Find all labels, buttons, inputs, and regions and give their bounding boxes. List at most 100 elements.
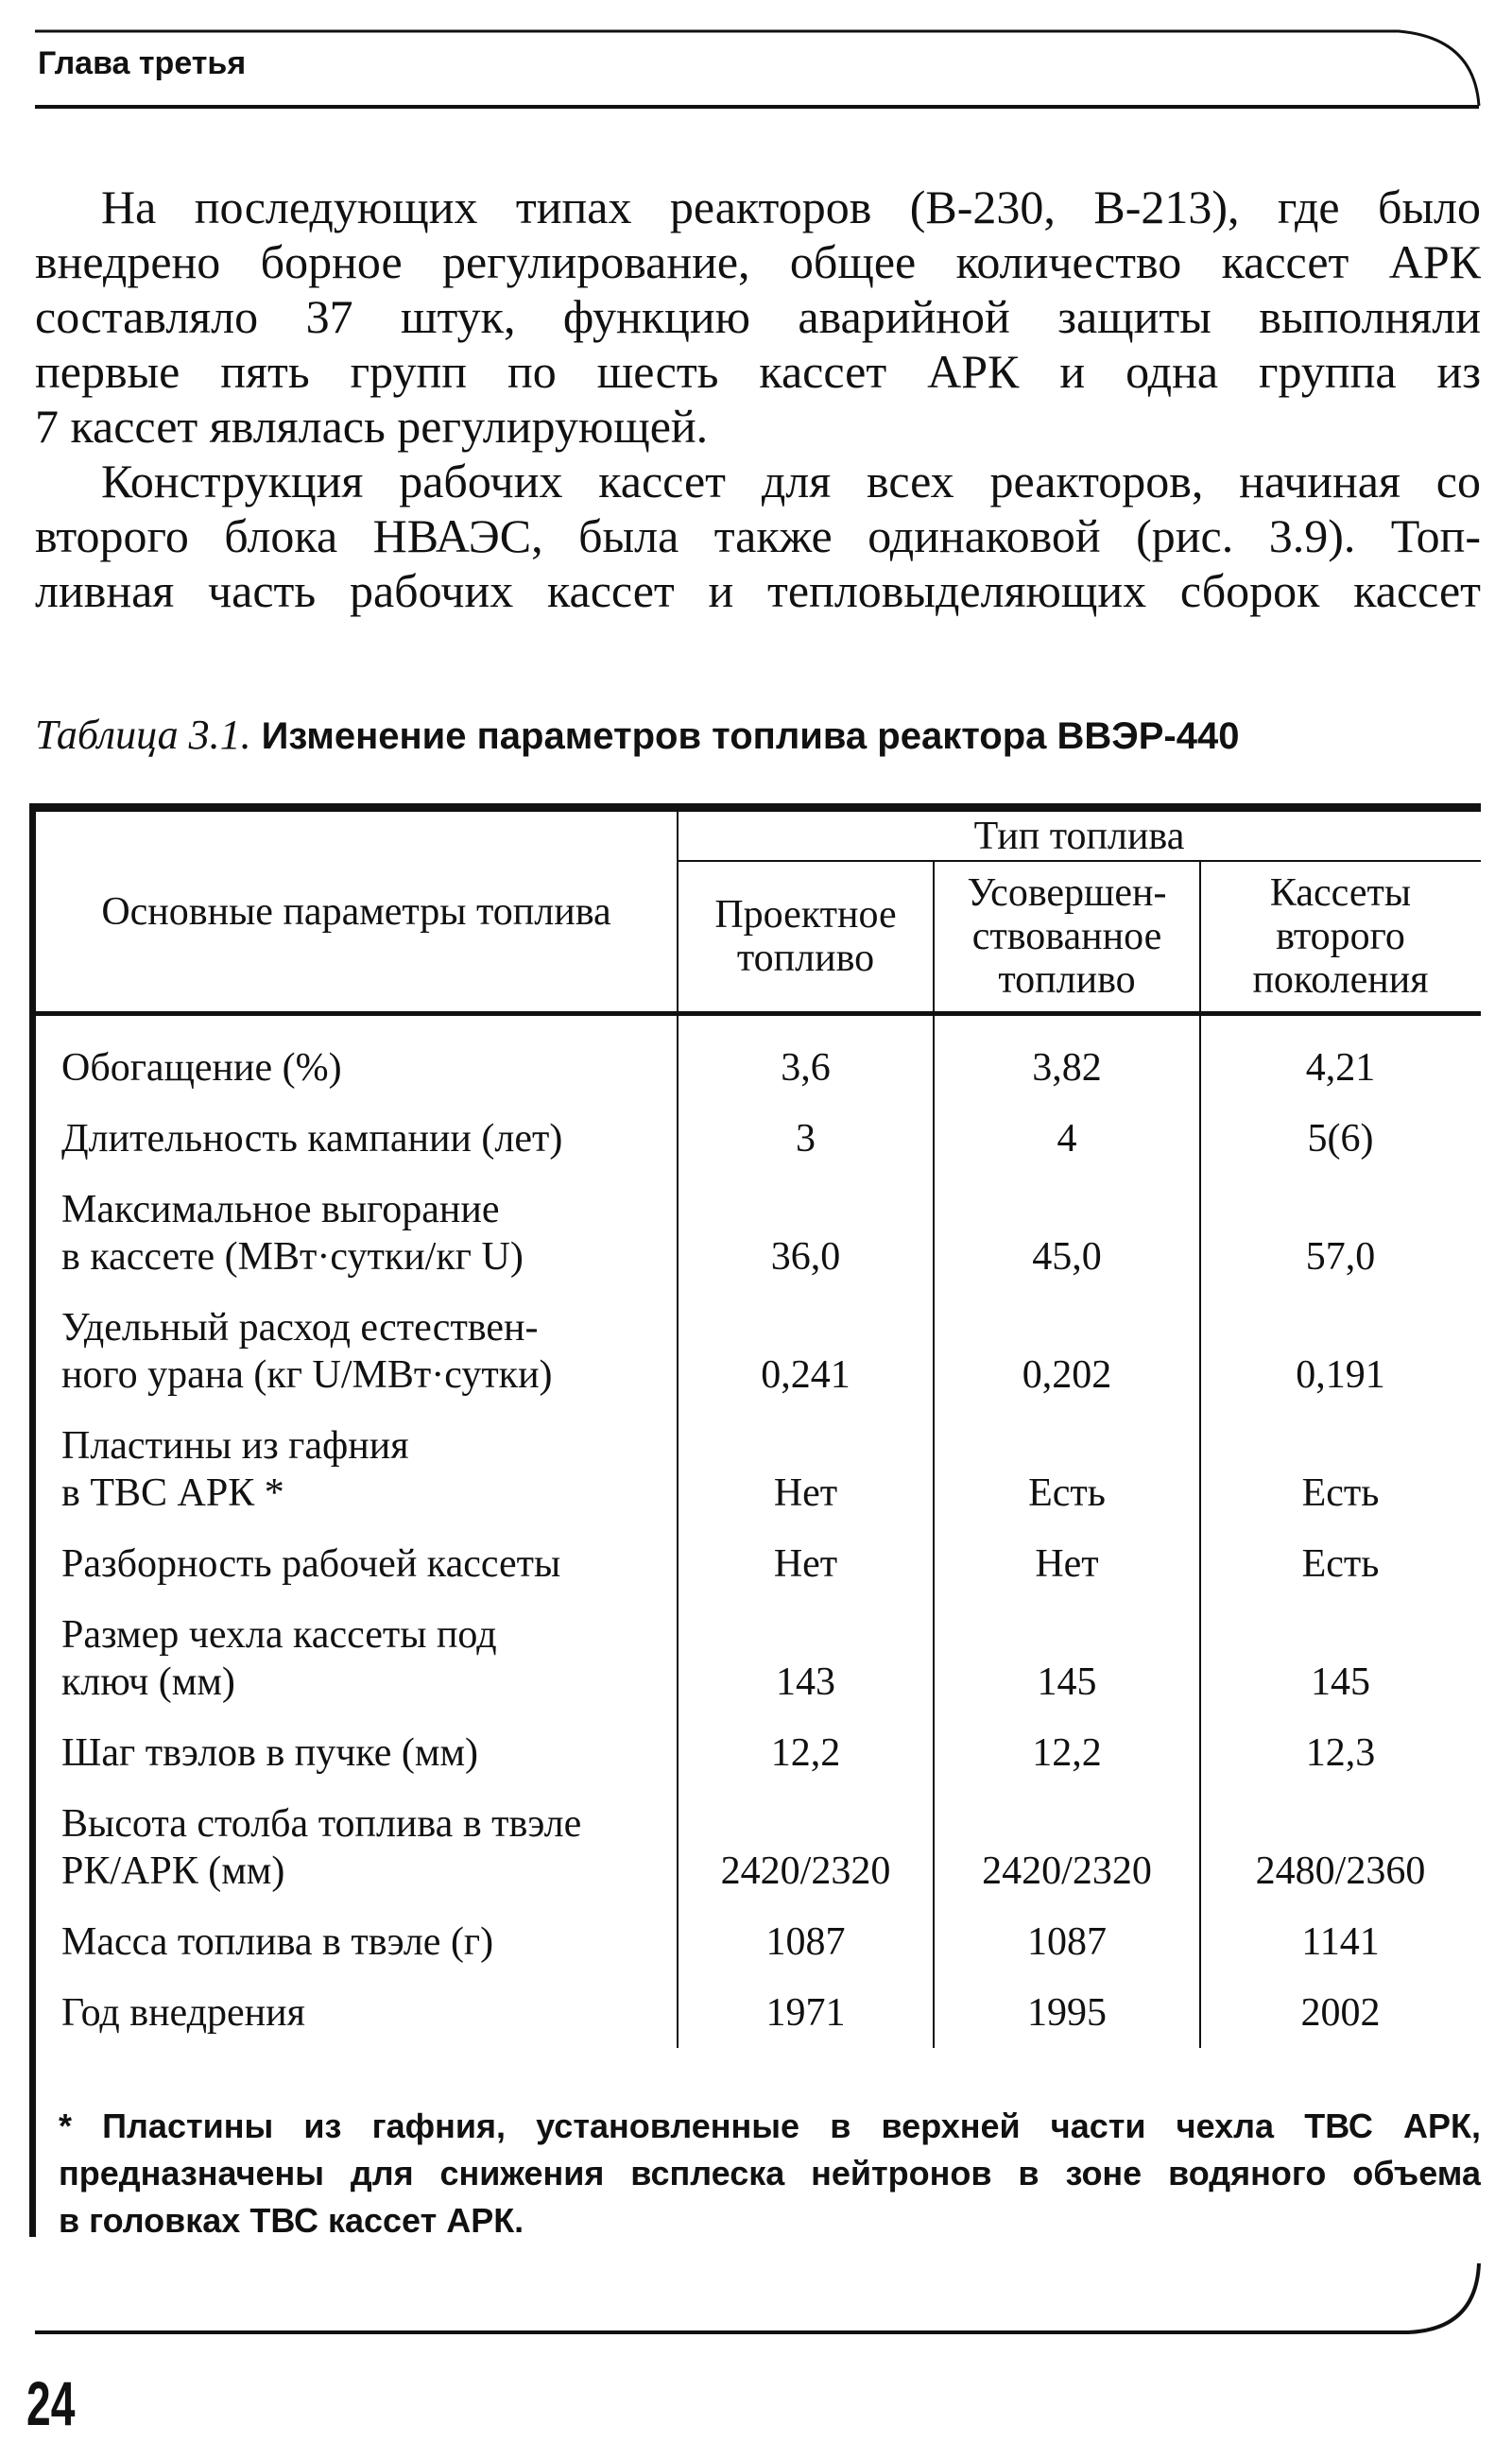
row-value-text: Нет — [773, 1542, 838, 1586]
row-value-text: 12,2 — [770, 1731, 841, 1775]
row-value: 0,191 — [1200, 1304, 1481, 1399]
row-value-text: 3,6 — [781, 1046, 831, 1090]
row-value-text: 2002 — [1300, 1991, 1381, 2035]
paragraph-line: внедрено борное регулирование, общее кол… — [35, 235, 1481, 288]
paragraph-line: второго блока НВАЭС, была также одинаков… — [35, 509, 1481, 562]
row-value: Есть — [1200, 1422, 1481, 1517]
header-col-line: Кассеты — [1269, 871, 1412, 915]
row-label-line: Разборность рабочей кассеты — [61, 1542, 561, 1586]
row-value: 1087 — [934, 1918, 1200, 1966]
row-value-text: 2420/2320 — [720, 1849, 891, 1893]
row-label: Обогащение (%) — [35, 1044, 678, 1092]
footnote-line: в головках ТВС кассет АРК. — [59, 2201, 524, 2240]
header-col-line: топливо — [736, 937, 875, 980]
row-label-line: Длительность кампании (лет) — [61, 1117, 563, 1161]
row-label: Удельный расход естествен-ного урана (кг… — [35, 1304, 678, 1399]
paragraph-line: На последующих типах реакторов (В-230, В… — [101, 181, 1481, 233]
row-value: 145 — [1200, 1611, 1481, 1706]
row-value: 1087 — [678, 1918, 934, 1966]
row-label-line: Пластины из гафния — [61, 1424, 409, 1468]
row-value-text: 0,191 — [1296, 1353, 1385, 1397]
table-row: Год внедрения 1971 1995 2002 — [35, 1978, 1481, 2049]
row-value: 1995 — [934, 1989, 1200, 2037]
row-value: 1971 — [678, 1989, 934, 2037]
row-value-text: 2480/2360 — [1255, 1849, 1426, 1893]
paragraph-line: Конструкция рабочих кассет для всех реак… — [101, 455, 1481, 507]
row-value-text: 2420/2320 — [982, 1849, 1152, 1893]
row-label: Максимальное выгорание в кассете (МВт·сут… — [35, 1186, 678, 1281]
header-col-line: ствованное — [971, 915, 1162, 958]
row-label: Разборность рабочей кассеты — [35, 1540, 678, 1588]
row-value: Есть — [1200, 1540, 1481, 1588]
row-value-text: 1087 — [1027, 1920, 1107, 1964]
footnote-line: предназначены для снижения всплеска нейт… — [59, 2154, 1481, 2192]
row-value-text: 5(6) — [1307, 1117, 1374, 1161]
row-value: 0,241 — [678, 1304, 934, 1399]
row-value-text: Есть — [1028, 1471, 1106, 1515]
row-value-text: 3,82 — [1032, 1046, 1102, 1090]
row-value-text: 36,0 — [770, 1235, 841, 1279]
row-value: 1141 — [1200, 1918, 1481, 1966]
header-col-line: второго — [1276, 915, 1405, 958]
row-label: Пластины из гафния в ТВС АРК * — [35, 1422, 678, 1517]
row-value-text: 0,202 — [1022, 1353, 1112, 1397]
table-row: Масса топлива в твэле (г) 1087 1087 1141 — [35, 1907, 1481, 1978]
row-label: Масса топлива в твэле (г) — [35, 1918, 678, 1966]
row-value: 143 — [678, 1611, 934, 1706]
row-value: 36,0 — [678, 1186, 934, 1281]
header-col-second-gen: Кассеты второго поколения — [1200, 862, 1481, 1011]
row-value: 5(6) — [1200, 1115, 1481, 1162]
header-col-text: Усовершен-ствованное топливо — [967, 871, 1166, 1002]
header-col-line: Усовершен- — [967, 871, 1167, 915]
header-col-line: Проектное — [714, 893, 897, 937]
table-row: Высота столба топлива в твэле РК/АРК (мм)… — [35, 1789, 1481, 1907]
fuel-parameters-table: Основные параметры топлива Тип топлива П… — [35, 803, 1481, 2049]
row-value-text: 0,241 — [761, 1353, 850, 1397]
table-footnote: * Пластины из гафния, установленные в ве… — [59, 2103, 1481, 2244]
header-param: Основные параметры топлива — [101, 889, 611, 934]
page-number: 24 — [26, 2368, 76, 2438]
table-row: Максимальное выгорание в кассете (МВт·сут… — [35, 1175, 1481, 1293]
paragraph-line: 7 кассет являлась регулирующей. — [35, 400, 709, 453]
row-value: Есть — [934, 1422, 1200, 1517]
paragraph-line: ливная часть рабочих кассет и тепловыдел… — [35, 564, 1481, 617]
row-value: 2002 — [1200, 1989, 1481, 2037]
row-label: Шаг твэлов в пучке (мм) — [35, 1729, 678, 1777]
table-row: Удельный расход естествен-ного урана (кг… — [35, 1293, 1481, 1411]
body-text: На последующих типах реакторов (В-230, В… — [35, 180, 1481, 618]
row-value-text: 1971 — [765, 1991, 846, 2035]
row-value-text: 4 — [1057, 1117, 1077, 1161]
row-value: 45,0 — [934, 1186, 1200, 1281]
row-value: Нет — [934, 1540, 1200, 1588]
table-body: Обогащение (%) 3,6 3,82 4,21 Длительность ка… — [35, 1016, 1481, 2049]
row-value-text: Нет — [773, 1471, 838, 1515]
row-value-text: 12,2 — [1032, 1731, 1102, 1775]
chapter-title: Глава третья — [38, 45, 247, 81]
row-value: 3,6 — [678, 1044, 934, 1092]
row-label-line: Год внедрения — [61, 1991, 305, 2035]
row-value: 4 — [934, 1115, 1200, 1162]
row-value: 12,2 — [934, 1729, 1200, 1777]
row-value: 2420/2320 — [934, 1800, 1200, 1895]
row-label: Длительность кампании (лет) — [35, 1115, 678, 1162]
row-value: 145 — [934, 1611, 1200, 1706]
row-value-text: 57,0 — [1305, 1235, 1376, 1279]
table-row: Разборность рабочей кассеты Нет Нет Есть — [35, 1529, 1481, 1600]
table-caption: Таблица 3.1. Изменение параметров топлив… — [35, 711, 1239, 759]
row-value-text: Нет — [1035, 1542, 1099, 1586]
row-value-text: 45,0 — [1032, 1235, 1102, 1279]
row-label-line: ключ (мм) — [61, 1660, 235, 1704]
row-value-text: 145 — [1037, 1660, 1097, 1704]
paragraph-line: составляло 37 штук, функцию аварийной за… — [35, 290, 1481, 343]
table-row: Шаг твэлов в пучке (мм) 12,2 12,2 12,3 — [35, 1718, 1481, 1789]
table-row: Пластины из гафния в ТВС АРК * Нет Есть Есть — [35, 1411, 1481, 1529]
header-group: Тип топлива — [973, 815, 1185, 858]
row-label-line: Масса топлива в твэле (г) — [61, 1920, 494, 1964]
table-row: Длительность кампании (лет) 3 4 5(6) — [35, 1104, 1481, 1175]
header-col-text: Проектное топливо — [714, 893, 896, 980]
row-value: 12,3 — [1200, 1729, 1481, 1777]
row-value-text: 1995 — [1027, 1991, 1107, 2035]
header-col-improved: Усовершен-ствованное топливо — [934, 862, 1200, 1011]
row-label-line: РК/АРК (мм) — [61, 1849, 285, 1893]
